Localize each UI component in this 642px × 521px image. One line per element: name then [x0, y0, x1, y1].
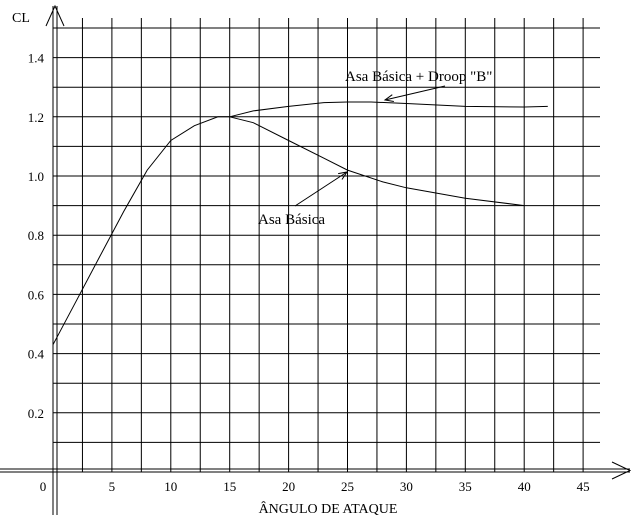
y-tick-label: 0.4 [28, 347, 45, 362]
annotation-label: Asa Básica [258, 212, 325, 228]
x-tick-label: 35 [459, 479, 472, 494]
annotation-arrow [384, 85, 446, 101]
y-tick-label: 0.8 [28, 228, 44, 243]
annotation-arrowhead [338, 171, 349, 180]
annotation-label: Asa Básica + Droop "B" [345, 69, 492, 85]
x-axis-arrowhead [611, 461, 632, 480]
y-tick-label: 0.2 [28, 406, 44, 421]
series-layer [52, 101, 548, 345]
annotation-arrowhead [383, 94, 394, 103]
y-tick-label: 1.4 [28, 51, 45, 66]
series-line-1 [52, 101, 548, 345]
annotation-arrow [294, 171, 348, 207]
y-tick-label: 1.0 [28, 169, 44, 184]
x-tick-label: 15 [223, 479, 236, 494]
y-axis-title: CL [12, 11, 30, 26]
x-tick-label: 5 [109, 479, 116, 494]
y-axis-arrowhead [45, 4, 65, 27]
tick-labels: 0.2 0.4 0.6 0.8 1.0 1.2 1.4 0 5 10 15 20 25 30 35 40 45 [28, 51, 590, 494]
series-line-2 [229, 116, 525, 207]
grid [53, 18, 600, 472]
x-tick-label: 40 [518, 479, 531, 494]
x-tick-label: 30 [400, 479, 413, 494]
x-tick-label: 20 [282, 479, 295, 494]
x-tick-label: 25 [341, 479, 354, 494]
y-tick-label: 0.6 [28, 287, 45, 302]
x-tick-label: 45 [577, 479, 590, 494]
y-tick-label: 1.2 [28, 110, 44, 125]
x-axis-title: ÂNGULO DE ATAQUE [259, 500, 398, 517]
x-tick-label: 10 [164, 479, 177, 494]
annotations: Asa Básica + Droop "B" Asa Básica [258, 69, 492, 228]
axes [0, 4, 632, 515]
x-tick-label: 0 [40, 479, 47, 494]
